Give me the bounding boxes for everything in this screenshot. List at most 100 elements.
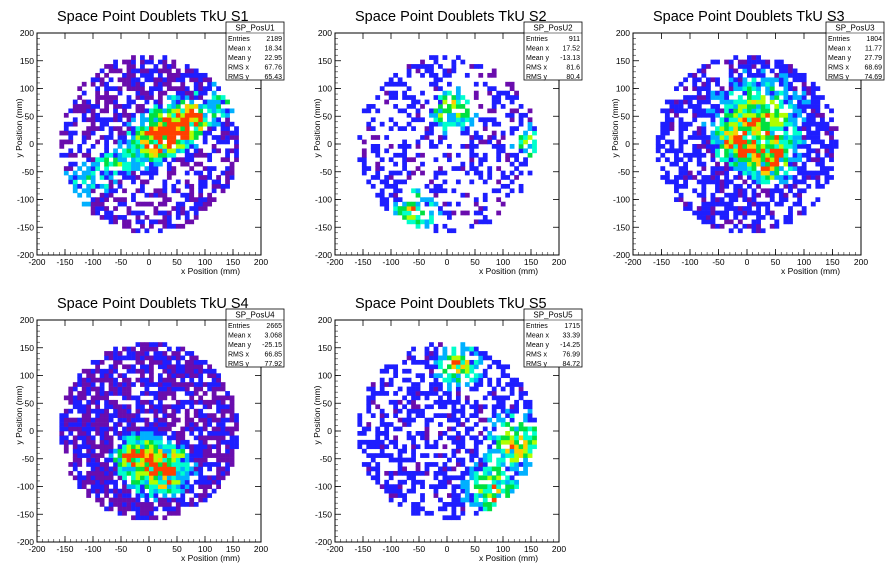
heatmap-bin [742,197,748,203]
heatmap-bin [162,64,168,69]
heatmap-bin [108,95,114,100]
heatmap-bin [478,484,484,490]
heatmap-bin [113,484,118,490]
heatmap-bin [149,439,154,445]
heatmap-bin [375,466,381,472]
heatmap-bin [153,431,159,436]
heatmap-bin [149,377,154,383]
heatmap-bin [370,135,376,140]
heatmap-bin [760,72,766,78]
heatmap-bin [491,144,497,149]
heatmap-bin [402,157,407,163]
heatmap-bin [144,351,150,356]
heatmap-bin [806,144,812,149]
heatmap-bin [411,399,416,405]
heatmap-bin [81,484,87,490]
heatmap-bin [692,104,698,109]
heatmap-bin [674,188,679,194]
heatmap-bin [687,95,693,100]
heatmap-bin [747,126,752,131]
heatmap-bin [86,368,92,374]
heatmap-bin [166,135,172,140]
heatmap-bin [113,364,118,370]
heatmap-bin [683,179,689,185]
heatmap-bin [180,77,186,83]
heatmap-bin [184,121,190,127]
heatmap-bin [162,391,168,396]
heatmap-bin [442,355,448,361]
stats-label: RMS y [526,361,548,368]
heatmap-bin [683,121,689,127]
heatmap-bin [113,104,118,109]
heatmap-bin [166,166,172,171]
heatmap-bin [184,152,190,158]
heatmap-bin [113,391,118,396]
heatmap-bin [162,192,168,198]
heatmap-bin [496,484,502,490]
heatmap-bin [104,117,109,123]
heatmap-bin [420,170,425,176]
heatmap-bin [756,175,761,180]
heatmap-bin [460,104,466,109]
heatmap-bin [669,126,675,131]
heatmap-bin [701,95,707,100]
chart-title: Space Point Doublets TkU S3 [653,9,845,25]
heatmap-bin [157,355,163,361]
heatmap-bin [379,453,385,458]
heatmap-bin [518,188,524,194]
heatmap-bin [126,126,132,131]
heatmap-bin [801,108,807,114]
heatmap-bin [122,413,127,418]
heatmap-bin [815,104,821,109]
heatmap-bin [202,183,208,189]
heatmap-bin [397,426,403,432]
heatmap-bin [742,144,748,149]
heatmap-bin [518,104,524,109]
heatmap-bin [424,183,430,189]
heatmap-bin [442,152,448,158]
heatmap-bin [487,166,493,171]
x-tick-label: 200 [854,257,868,267]
heatmap-bin [140,382,145,387]
heatmap-bin [95,404,101,410]
heatmap-bin [451,404,457,410]
heatmap-bin [117,417,123,423]
heatmap-bin [90,108,96,114]
heatmap-bin [189,422,195,427]
heatmap-bin [496,188,502,194]
heatmap-bin [683,108,689,114]
heatmap-bin [692,95,698,100]
stats-label: RMS y [228,74,250,81]
heatmap-bin [104,422,109,427]
heatmap-bin [438,112,443,118]
heatmap-bin [193,144,199,149]
heatmap-bin [144,342,150,347]
heatmap-bin [220,475,226,481]
heatmap-bin [815,197,821,203]
heatmap-bin [518,386,524,392]
heatmap-bin [175,117,181,123]
heatmap-bin [420,59,425,65]
stats-value: -25.15 [262,342,282,349]
heatmap-bin [216,470,221,476]
heatmap-bin [411,95,416,100]
heatmap-bin [469,364,475,370]
heatmap-bin [397,457,403,463]
heatmap-bin [135,161,141,167]
heatmap-bin [162,426,168,432]
heatmap-bin [792,86,798,92]
heatmap-bin [117,359,123,365]
heatmap-bin [478,488,484,494]
heatmap-bin [370,391,376,396]
heatmap-bin [719,223,725,229]
heatmap-bin [126,81,132,87]
heatmap-bin [438,121,443,127]
heatmap-bin [140,86,145,92]
heatmap-bin [406,351,412,356]
heatmap-bin [184,112,190,118]
heatmap-bin [99,417,105,423]
heatmap-bin [447,215,452,220]
heatmap-bin [175,90,181,96]
heatmap-bin [211,126,217,131]
